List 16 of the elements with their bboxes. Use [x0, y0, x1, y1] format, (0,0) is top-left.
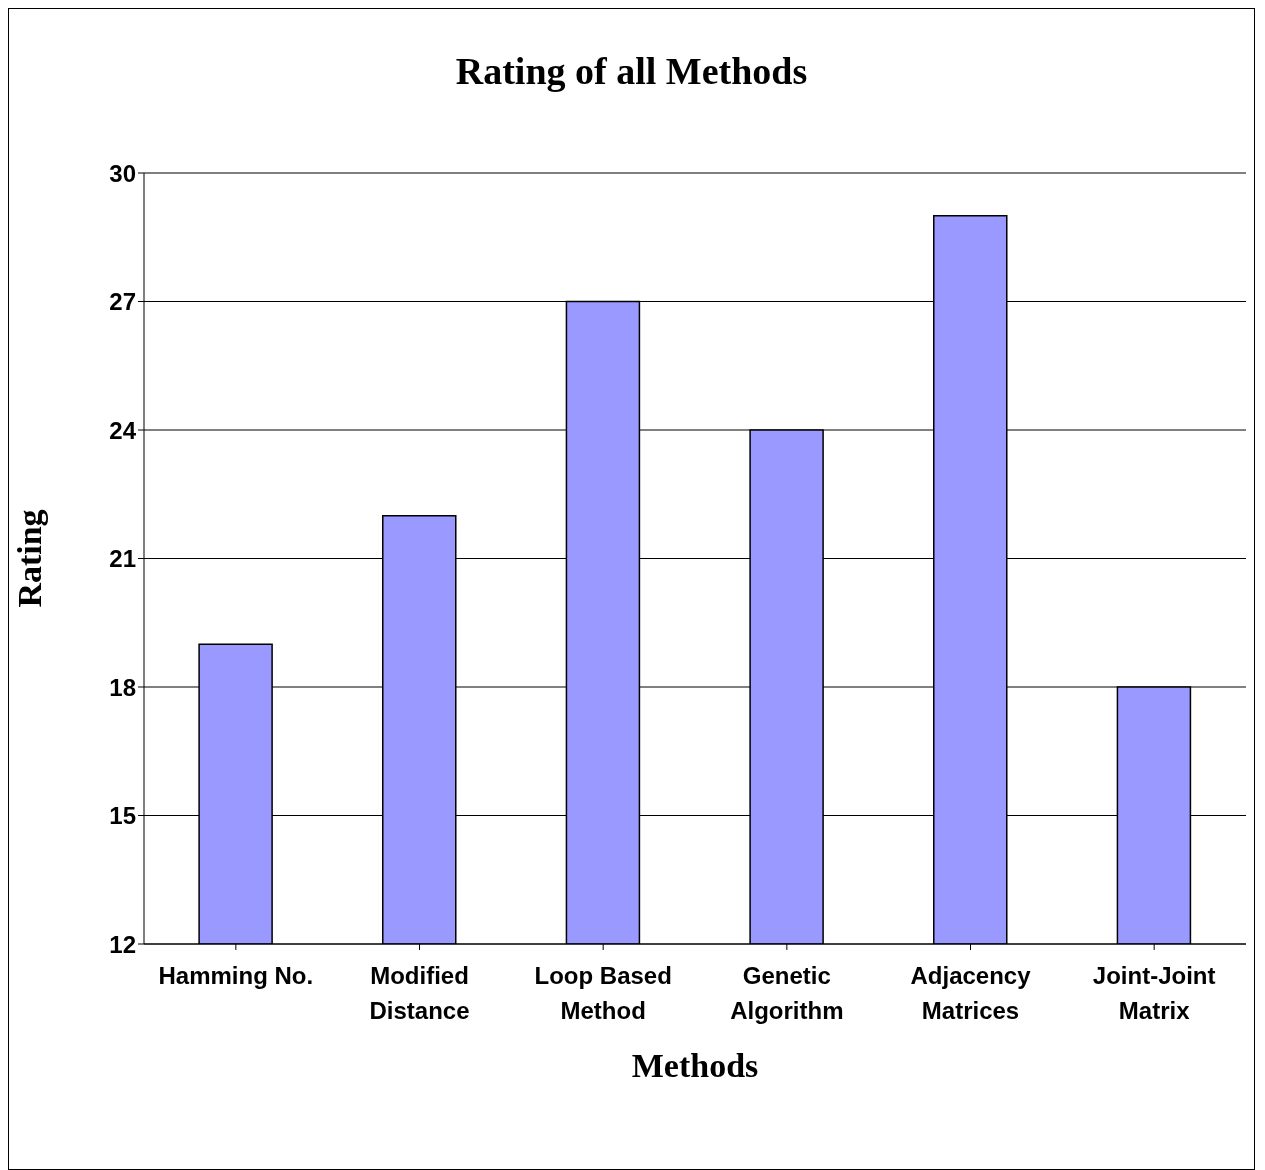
y-tick-label: 15 [109, 802, 136, 830]
x-axis-title: Methods [631, 1047, 759, 1084]
y-axis-title: Rating [11, 509, 49, 608]
x-tick-label: Joint-Joint Matrix [1092, 962, 1216, 1024]
y-tick-label: 18 [109, 673, 136, 701]
x-tick-label: Hamming No. [158, 962, 314, 989]
x-tick-label: Modified Distance [369, 962, 470, 1024]
y-tick-label: 12 [109, 930, 136, 958]
y-tick-label: 24 [109, 416, 137, 444]
chart-title: Rating of all Methods [454, 49, 809, 93]
x-tick-label: Genetic Algorithm [730, 962, 844, 1024]
y-tick-label: 27 [109, 288, 136, 316]
y-tick-label: 30 [109, 159, 136, 187]
x-tick-label: Adjacency Matrices [910, 962, 1032, 1024]
y-tick-label: 21 [109, 545, 136, 573]
x-tick-label: Loop Based Method [534, 962, 672, 1024]
